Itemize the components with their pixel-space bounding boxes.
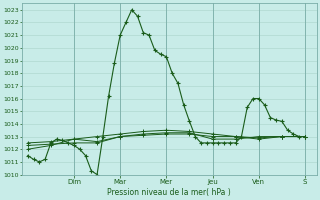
X-axis label: Pression niveau de la mer( hPa ): Pression niveau de la mer( hPa ) xyxy=(108,188,231,197)
